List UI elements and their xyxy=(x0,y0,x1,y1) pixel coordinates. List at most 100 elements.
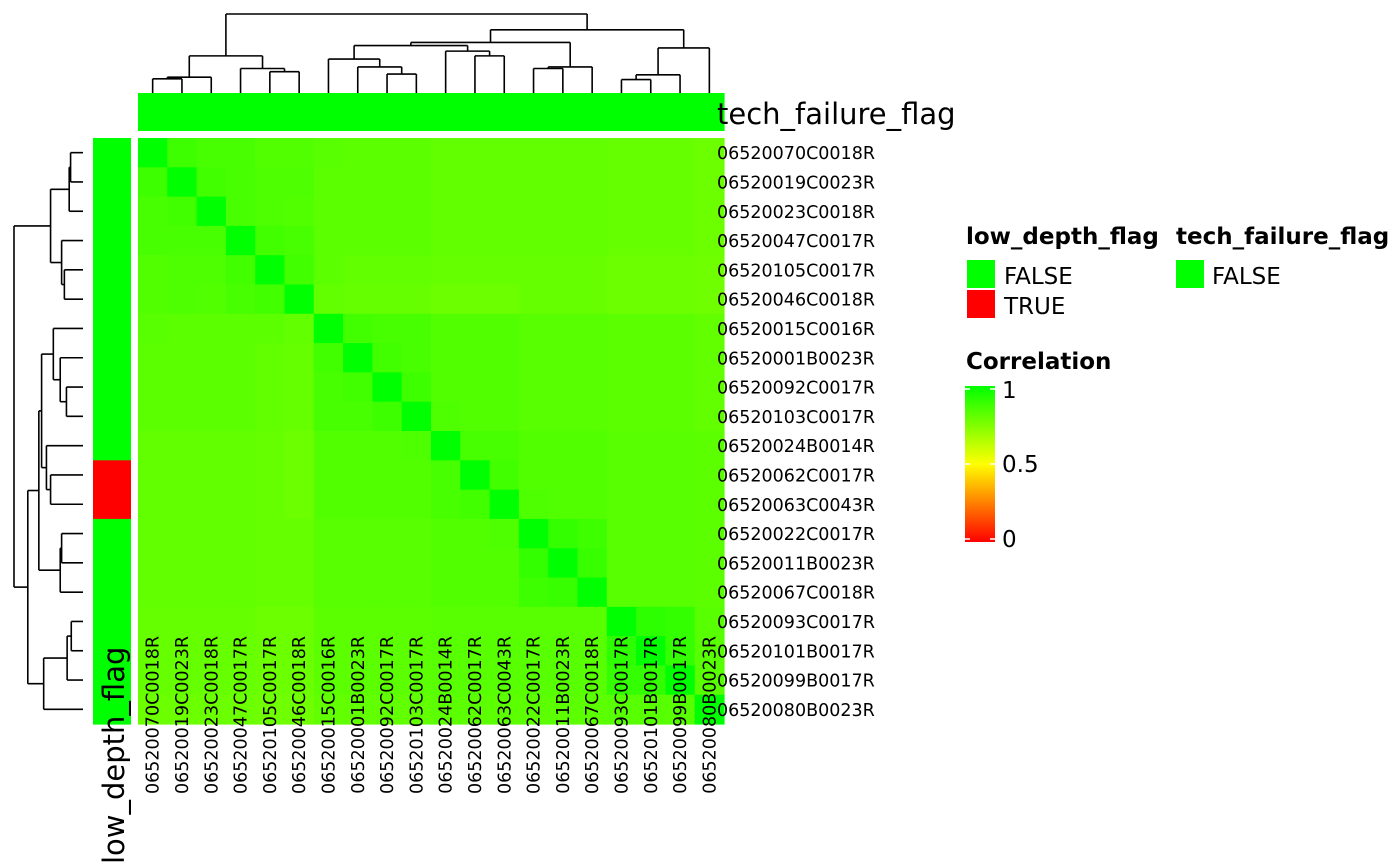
column-label: 06520063C0043R xyxy=(495,636,515,794)
heatmap-cell xyxy=(401,548,432,579)
heatmap-cell xyxy=(313,577,344,608)
heatmap-cell xyxy=(313,284,344,315)
heatmap-cell xyxy=(196,343,227,373)
heatmap-cell xyxy=(548,606,579,637)
heatmap-cell xyxy=(372,606,403,637)
heatmap-cell xyxy=(225,313,256,344)
heatmap-cell xyxy=(665,255,696,286)
legend-low-depth-flag-title: low_depth_flag xyxy=(966,224,1159,250)
column-label: 06520105C0017R xyxy=(261,636,281,794)
heatmap-cell xyxy=(577,577,608,608)
column-annotation-cell xyxy=(636,93,666,131)
heatmap-cell xyxy=(431,255,461,286)
heatmap-cell xyxy=(225,284,256,315)
heatmap-cell xyxy=(577,489,608,520)
column-annotation-cell xyxy=(518,93,549,131)
heatmap-cell xyxy=(313,548,344,579)
heatmap-cell xyxy=(313,138,344,168)
heatmap-cell xyxy=(225,694,256,725)
heatmap-cell xyxy=(284,548,315,579)
heatmap-cell xyxy=(284,313,315,344)
heatmap-cell xyxy=(518,606,549,637)
heatmap-cell xyxy=(431,196,461,227)
heatmap-cell xyxy=(460,460,491,491)
heatmap-cell xyxy=(225,460,256,491)
heatmap-cell xyxy=(372,196,403,227)
heatmap-cell xyxy=(577,284,608,315)
heatmap-cell xyxy=(401,167,432,198)
heatmap-cell xyxy=(167,694,198,725)
column-label: 06520011B0023R xyxy=(554,636,574,794)
heatmap-cell xyxy=(606,460,637,491)
heatmap-cell xyxy=(138,401,168,432)
heatmap-cell xyxy=(636,313,666,344)
heatmap-cell xyxy=(372,636,403,666)
heatmap-cell xyxy=(255,518,286,549)
heatmap-cell xyxy=(431,431,461,461)
heatmap-cell xyxy=(225,255,256,286)
heatmap-cell xyxy=(284,284,315,315)
heatmap-cell xyxy=(606,431,637,461)
row-annotation-cell xyxy=(93,343,131,373)
heatmap-cell xyxy=(167,606,198,637)
heatmap-cell xyxy=(401,606,432,637)
heatmap-cell xyxy=(665,343,696,373)
heatmap-cell xyxy=(343,489,373,520)
heatmap-cell xyxy=(196,196,227,227)
row-annotation-cell xyxy=(93,255,131,286)
heatmap-cell xyxy=(372,577,403,608)
heatmap-cell xyxy=(694,284,725,315)
heatmap-cell xyxy=(343,460,373,491)
heatmap-cell xyxy=(284,694,315,725)
heatmap-cell xyxy=(431,489,461,520)
heatmap-cell xyxy=(372,665,403,696)
heatmap-cell xyxy=(343,167,373,198)
row-label: 06520101B0017R xyxy=(717,642,875,662)
heatmap-cell xyxy=(401,196,432,227)
column-label: 06520022C0017R xyxy=(525,636,545,794)
heatmap-cell xyxy=(255,665,286,696)
heatmap-cell xyxy=(255,489,286,520)
column-label: 06520047C0017R xyxy=(232,636,252,794)
row-annotation-cell xyxy=(93,489,131,520)
heatmap-cell xyxy=(372,489,403,520)
heatmap-cell xyxy=(138,255,168,286)
heatmap-cell xyxy=(606,401,637,432)
heatmap-cell xyxy=(255,225,286,256)
heatmap-cell xyxy=(577,694,608,725)
row-label: 06520062C0017R xyxy=(717,466,875,486)
heatmap-cell xyxy=(518,577,549,608)
column-annotation-bar xyxy=(138,93,725,131)
column-annotation-cell xyxy=(343,93,373,131)
row-label: 06520063C0043R xyxy=(717,496,875,516)
heatmap-cell xyxy=(489,694,520,725)
heatmap-cell xyxy=(313,196,344,227)
row-label: 06520001B0023R xyxy=(717,349,875,369)
heatmap-cell xyxy=(665,167,696,198)
heatmap-cell xyxy=(196,636,227,666)
heatmap-cell xyxy=(138,225,168,256)
heatmap-cell xyxy=(548,196,579,227)
row-annotation-cell xyxy=(93,313,131,344)
row-annotation-cell xyxy=(93,196,131,227)
row-annotation-cell xyxy=(93,284,131,315)
heatmap-cell xyxy=(548,665,579,696)
heatmap-cell xyxy=(606,343,637,373)
heatmap-cell xyxy=(606,196,637,227)
heatmap-cell xyxy=(196,606,227,637)
row-annotation-bar xyxy=(93,138,131,725)
row-label: 06520099B0017R xyxy=(717,672,875,692)
heatmap-cell xyxy=(138,460,168,491)
heatmap-cell xyxy=(460,431,491,461)
heatmap-cell xyxy=(372,343,403,373)
heatmap-cell xyxy=(694,518,725,549)
heatmap-cell xyxy=(694,255,725,286)
heatmap-cell xyxy=(518,167,549,198)
heatmap-cell xyxy=(431,460,461,491)
heatmap-cell xyxy=(431,284,461,315)
heatmap-cell xyxy=(431,401,461,432)
heatmap-cell xyxy=(196,694,227,725)
column-annotation-cell xyxy=(313,93,344,131)
heatmap-cell xyxy=(636,636,666,666)
column-label: 06520099B0017R xyxy=(671,636,691,794)
